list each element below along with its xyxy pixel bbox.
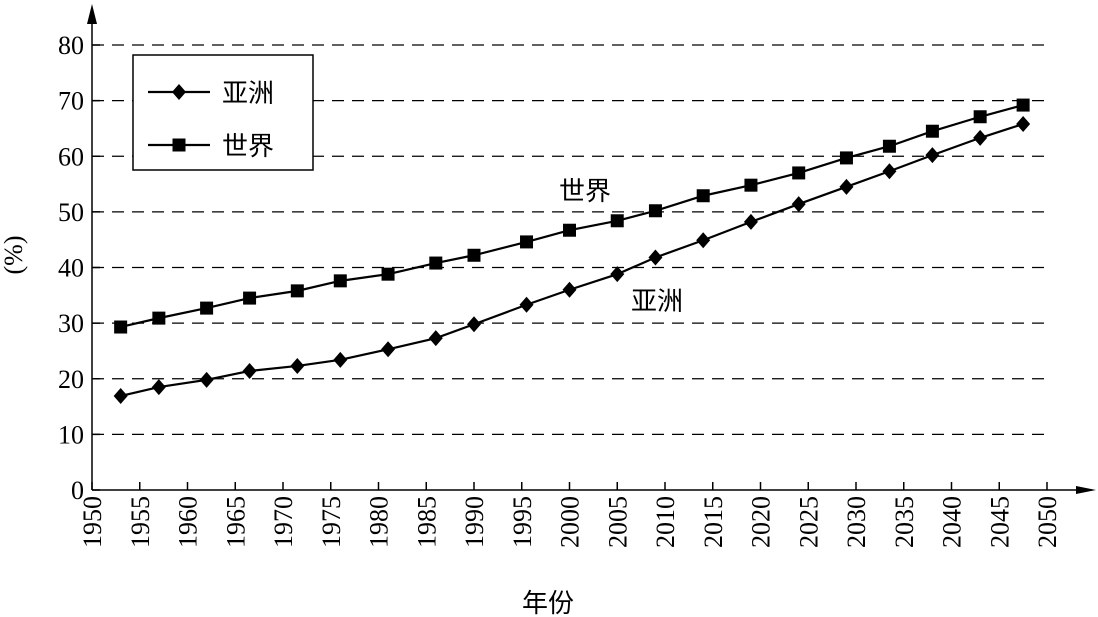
marker	[610, 214, 624, 228]
x-tick-label: 1955	[126, 496, 155, 548]
x-tick-label: 1990	[460, 496, 489, 548]
marker	[791, 196, 806, 213]
x-tick-label: 1995	[508, 496, 537, 548]
y-tick-label: 80	[58, 31, 84, 60]
y-tick-label: 10	[58, 420, 84, 449]
legend-box	[132, 54, 314, 171]
marker	[151, 379, 166, 396]
x-tick-label: 1960	[174, 496, 203, 548]
marker	[381, 341, 396, 358]
y-tick-label: 50	[58, 198, 84, 227]
marker	[696, 189, 710, 203]
legend-label: 亚洲	[222, 79, 274, 109]
marker	[744, 178, 758, 192]
marker	[428, 330, 443, 347]
x-tick-label: 2005	[603, 496, 632, 548]
marker	[519, 296, 534, 313]
marker	[172, 84, 186, 100]
marker	[1016, 98, 1030, 112]
marker	[333, 351, 348, 368]
y-tick-label: 20	[58, 365, 84, 394]
marker	[648, 249, 663, 266]
x-tick-label: 2010	[651, 496, 680, 548]
marker	[242, 362, 257, 379]
marker	[648, 204, 662, 218]
marker	[882, 139, 896, 153]
x-tick-label: 1950	[78, 496, 107, 548]
marker	[381, 267, 395, 281]
marker	[743, 213, 758, 230]
marker	[200, 301, 214, 315]
marker	[1016, 115, 1031, 132]
marker	[562, 281, 577, 298]
x-tick-label: 2030	[842, 496, 871, 548]
y-tick-label: 60	[58, 142, 84, 171]
marker	[290, 284, 304, 298]
x-tick-label: 1965	[221, 496, 250, 548]
marker	[429, 256, 443, 270]
marker	[696, 232, 711, 249]
marker	[520, 235, 534, 249]
marker	[199, 371, 214, 388]
marker	[563, 223, 576, 237]
marker	[114, 320, 128, 334]
marker	[290, 357, 305, 374]
x-tick-label: 1980	[365, 496, 394, 548]
x-tick-label: 2015	[699, 496, 728, 548]
x-tick-label: 2040	[938, 496, 967, 548]
marker	[925, 147, 940, 164]
x-tick-label: 1975	[317, 496, 346, 548]
marker	[973, 110, 987, 124]
marker	[113, 387, 128, 404]
marker	[882, 163, 897, 180]
annotation: 世界	[559, 177, 611, 207]
marker	[152, 311, 166, 325]
x-tick-label: 2020	[747, 496, 776, 548]
marker	[610, 266, 625, 283]
x-tick-label: 2025	[794, 496, 823, 548]
x-axis-label: 年份	[522, 589, 574, 617]
x-tick-label: 1970	[269, 496, 298, 548]
y-tick-label: 40	[58, 254, 84, 283]
marker	[467, 316, 481, 333]
marker	[333, 274, 347, 288]
y-axis-label: (%)	[0, 236, 28, 275]
y-axis-arrow	[87, 4, 97, 24]
y-tick-label: 30	[58, 309, 84, 338]
x-tick-label: 2000	[556, 496, 585, 548]
annotation: 亚洲	[631, 287, 683, 317]
x-tick-label: 2050	[1033, 496, 1062, 548]
marker	[839, 151, 853, 165]
marker	[172, 138, 186, 152]
marker	[973, 129, 988, 146]
x-axis-arrow	[1076, 486, 1096, 494]
marker	[792, 166, 806, 180]
marker	[467, 248, 481, 262]
marker	[925, 124, 939, 138]
legend-label: 世界	[222, 132, 274, 162]
marker	[839, 178, 854, 195]
marker	[243, 291, 257, 305]
x-tick-label: 2035	[890, 496, 919, 548]
y-tick-label: 70	[58, 87, 84, 116]
y-tick-label: 0	[71, 476, 84, 505]
x-tick-label: 1985	[412, 496, 441, 548]
x-tick-label: 2045	[985, 496, 1014, 548]
